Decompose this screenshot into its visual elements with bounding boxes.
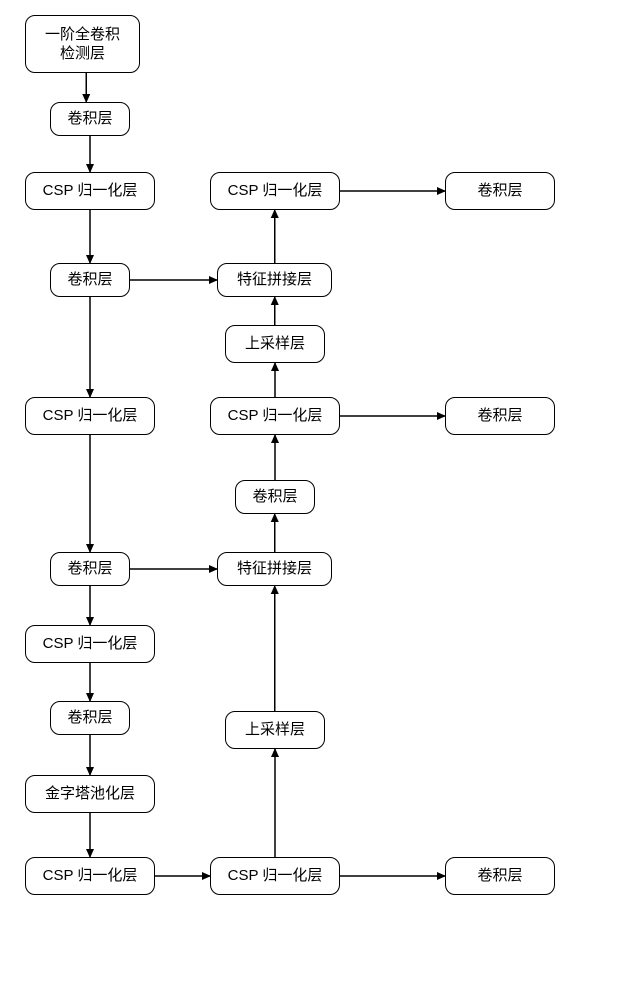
node-n8: 金字塔池化层 <box>25 775 155 813</box>
node-label: CSP 归一化层 <box>43 866 138 886</box>
node-label: CSP 归一化层 <box>228 866 323 886</box>
node-n18: 特征拼接层 <box>217 263 332 297</box>
node-label: 特征拼接层 <box>237 270 312 290</box>
node-n0: 一阶全卷积 检测层 <box>25 15 140 73</box>
node-label: 卷积层 <box>67 559 112 579</box>
node-label: 卷积层 <box>477 181 522 201</box>
node-n2: CSP 归一化层 <box>25 172 155 210</box>
node-label: 卷积层 <box>477 866 522 886</box>
node-label: 特征拼接层 <box>237 559 312 579</box>
node-label: 一阶全卷积 检测层 <box>45 25 120 64</box>
node-label: CSP 归一化层 <box>228 181 323 201</box>
node-n10: CSP 归一化层 <box>210 857 340 895</box>
node-n14: 卷积层 <box>235 480 315 514</box>
node-n16: 卷积层 <box>445 397 555 435</box>
node-n3: 卷积层 <box>50 263 130 297</box>
node-label: CSP 归一化层 <box>43 634 138 654</box>
node-n5: 卷积层 <box>50 552 130 586</box>
node-n17: 上采样层 <box>225 325 325 363</box>
node-label: CSP 归一化层 <box>228 406 323 426</box>
node-n12: 上采样层 <box>225 711 325 749</box>
node-label: 卷积层 <box>67 270 112 290</box>
node-label: CSP 归一化层 <box>43 181 138 201</box>
node-label: 上采样层 <box>245 334 305 354</box>
node-n1: 卷积层 <box>50 102 130 136</box>
node-n13: 特征拼接层 <box>217 552 332 586</box>
node-n9: CSP 归一化层 <box>25 857 155 895</box>
node-label: 卷积层 <box>477 406 522 426</box>
node-label: 卷积层 <box>67 708 112 728</box>
node-n19: CSP 归一化层 <box>210 172 340 210</box>
node-label: CSP 归一化层 <box>43 406 138 426</box>
node-n7: 卷积层 <box>50 701 130 735</box>
node-n4: CSP 归一化层 <box>25 397 155 435</box>
node-n11: 卷积层 <box>445 857 555 895</box>
node-n20: 卷积层 <box>445 172 555 210</box>
node-label: 卷积层 <box>67 109 112 129</box>
node-n6: CSP 归一化层 <box>25 625 155 663</box>
node-label: 卷积层 <box>252 487 297 507</box>
node-label: 金字塔池化层 <box>45 784 135 804</box>
node-label: 上采样层 <box>245 720 305 740</box>
node-n15: CSP 归一化层 <box>210 397 340 435</box>
